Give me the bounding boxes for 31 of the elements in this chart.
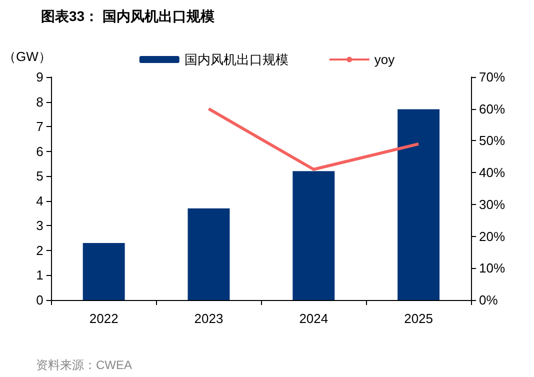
y2-tick-label: 20% [479, 228, 506, 244]
y-tick-label: 3 [36, 218, 44, 234]
y-tick-label: 8 [36, 94, 44, 110]
y-tick-label: 0 [36, 292, 44, 308]
y-tick-label: 4 [36, 193, 44, 208]
y2-tick-label: 70% [479, 70, 506, 84]
y2-tick-label: 30% [479, 196, 506, 212]
x-tick-label: 2024 [299, 311, 328, 326]
y-axis-title: （GW） [2, 49, 52, 64]
x-tick-label: 2023 [194, 311, 224, 326]
y2-tick-label: 60% [479, 101, 506, 116]
legend-label: 国内风机出口规模 [184, 52, 288, 67]
y-tick-label: 7 [36, 119, 44, 134]
bar [292, 171, 335, 300]
y-tick-label: 6 [36, 144, 44, 159]
bar [398, 109, 440, 300]
y2-tick-label: 50% [479, 133, 506, 148]
y-tick-label: 2 [36, 242, 44, 258]
legend-label: yoy [374, 52, 396, 67]
bar [188, 208, 230, 300]
y-tick-label: 5 [36, 168, 44, 184]
y2-tick-label: 10% [479, 260, 506, 276]
text: 资料来源：CWEA [36, 358, 132, 372]
x-tick-label: 2025 [404, 311, 434, 326]
x-tick-label: 2022 [89, 311, 118, 326]
y-tick-label: 9 [36, 70, 44, 84]
chart-title: 图表33： 国内风机出口规模 [41, 8, 216, 24]
y-tick-label: 1 [36, 268, 44, 283]
y2-tick-label: 40% [479, 165, 506, 180]
y2-tick-label: 0% [479, 292, 498, 308]
bar [82, 243, 125, 300]
